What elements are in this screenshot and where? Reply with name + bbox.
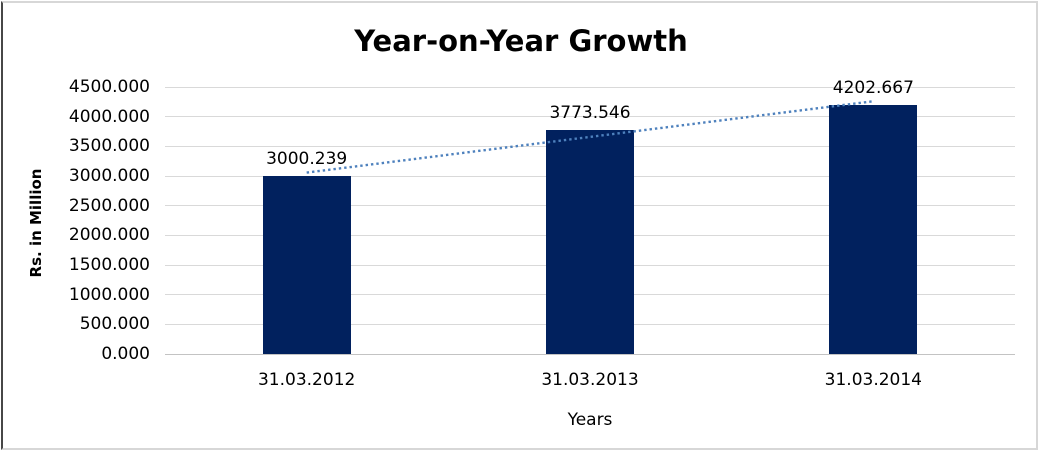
- bar: [546, 130, 634, 354]
- y-tick-label: 3500.000: [68, 136, 150, 157]
- chart-title: Year-on-Year Growth: [354, 24, 688, 58]
- bar-data-label: 4202.667: [832, 77, 914, 98]
- bar: [262, 175, 351, 354]
- trendline-line: [306, 100, 874, 174]
- x-axis-title: Years: [567, 410, 613, 430]
- y-tick-label: 3000.000: [68, 166, 150, 186]
- y-tick-label: 2000.000: [68, 225, 150, 246]
- trendline: [306, 100, 874, 174]
- x-tick-label: 31.03.2013: [541, 370, 639, 390]
- bar-data-label: 3000.239: [266, 148, 348, 169]
- y-tick-label: 1000.000: [68, 284, 150, 305]
- y-tick-label: 4000.000: [68, 106, 150, 127]
- y-tick-label: 1500.000: [68, 255, 150, 275]
- plot-area: 3000.239 3773.546 4202.667: [165, 78, 1015, 355]
- x-tick-label: 31.03.2014: [824, 370, 922, 390]
- bar: [829, 104, 918, 354]
- y-tick-label: 500.000: [79, 314, 150, 335]
- x-axis-line: [165, 353, 1015, 355]
- y-tick-label: 0.000: [101, 344, 150, 364]
- y-tick-label: 4500.000: [68, 77, 150, 97]
- y-tick-label: 2500.000: [68, 195, 150, 216]
- x-tick-label: 31.03.2012: [257, 370, 356, 390]
- bar-data-label: 3773.546: [549, 103, 631, 124]
